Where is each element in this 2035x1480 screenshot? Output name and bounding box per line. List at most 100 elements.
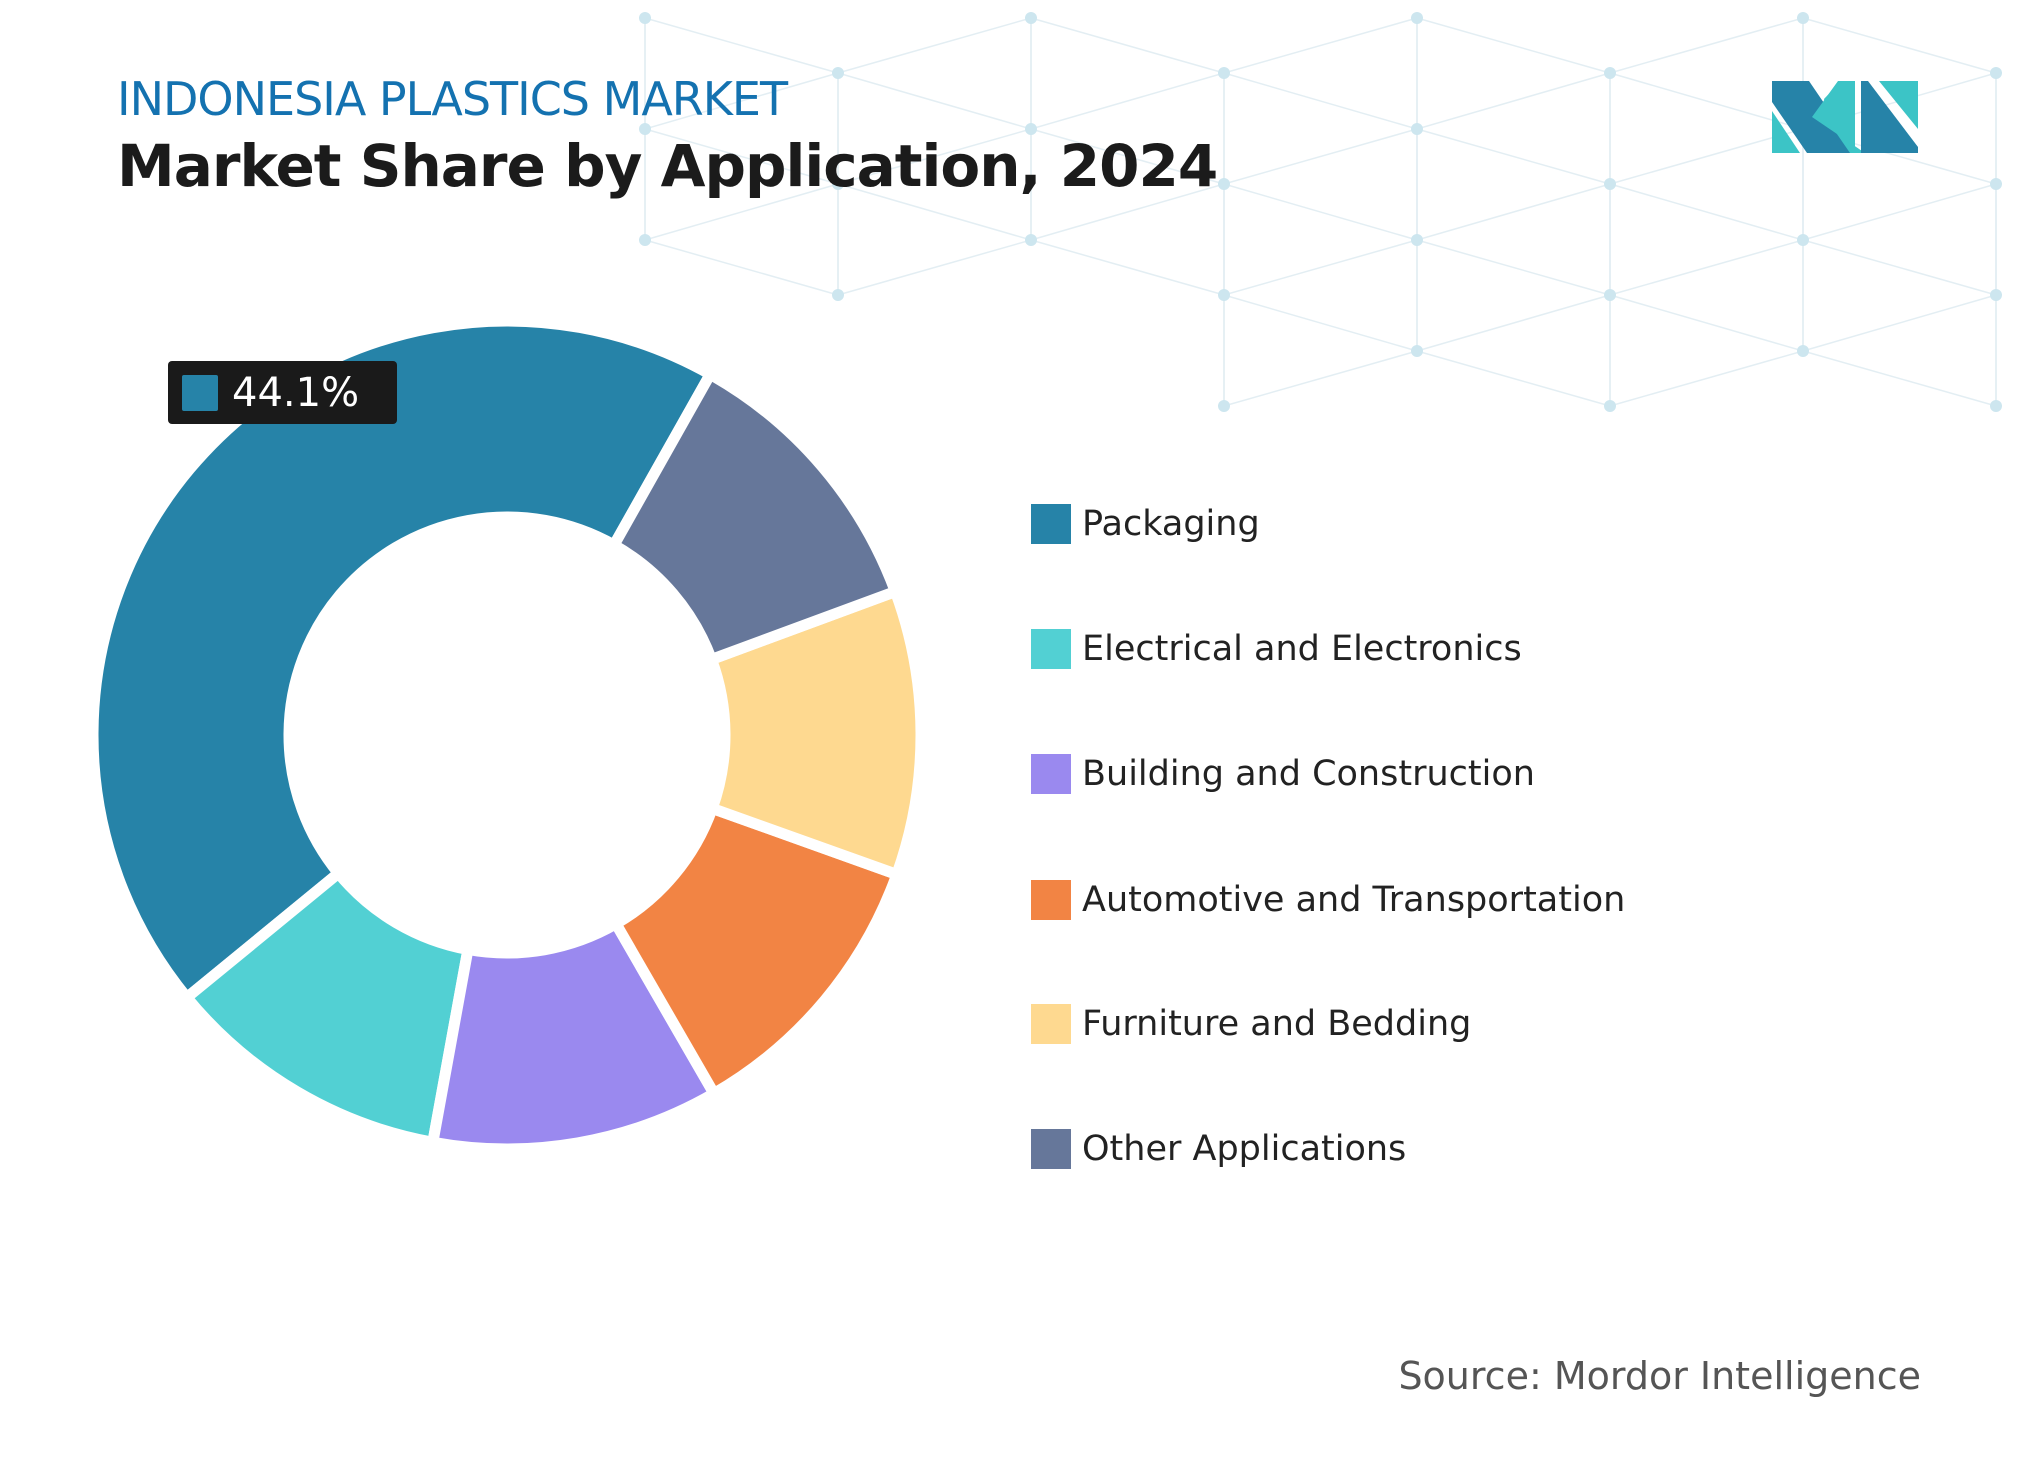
mordor-logo: [1772, 81, 1918, 153]
network-line: [1223, 183, 1418, 241]
network-line: [837, 72, 1032, 130]
network-line: [1223, 72, 1418, 130]
network-line: [644, 17, 839, 74]
network-node: [1411, 234, 1423, 246]
network-line: [644, 72, 839, 130]
donut-slice-automotive-and-transportation[interactable]: [608, 801, 904, 1102]
network-node: [1797, 345, 1809, 357]
network-line: [1223, 17, 1418, 74]
network-node: [1604, 178, 1616, 190]
legend-item[interactable]: Automotive and Transportation: [1031, 880, 1625, 920]
network-node: [1025, 234, 1037, 246]
legend-swatch: [1031, 880, 1071, 920]
network-node: [1411, 123, 1423, 135]
legend-swatch: [1031, 629, 1071, 669]
network-line: [837, 239, 1032, 296]
legend-swatch: [1031, 754, 1071, 794]
network-node: [1218, 400, 1230, 412]
network-node: [639, 12, 651, 24]
network-line: [1609, 17, 1804, 74]
network-node: [1025, 123, 1037, 135]
legend-item[interactable]: Other Applications: [1031, 1129, 1406, 1169]
network-node: [832, 178, 844, 190]
legend-item[interactable]: Electrical and Electronics: [1031, 629, 1522, 669]
network-line: [644, 239, 839, 296]
network-line: [1223, 128, 1418, 185]
network-line: [1030, 128, 1225, 185]
network-line: [1609, 72, 1804, 130]
network-line: [1416, 128, 1611, 185]
network-line: [1030, 183, 1225, 241]
network-line: [1802, 239, 1997, 296]
network-node: [1218, 67, 1230, 79]
network-node: [1797, 234, 1809, 246]
network-line: [837, 183, 1032, 241]
network-line: [1223, 239, 1418, 296]
network-line: [1802, 17, 1997, 74]
network-node: [639, 234, 651, 246]
network-node: [832, 67, 844, 79]
callout-swatch: [182, 374, 218, 411]
legend-label: Other Applications: [1082, 1129, 1407, 1169]
network-line: [1030, 17, 1225, 74]
source-note: Source: Mordor Intelligence: [1398, 1354, 1921, 1398]
network-node: [1604, 289, 1616, 301]
network-node: [1990, 178, 2002, 190]
network-line: [1416, 350, 1611, 407]
legend-label: Automotive and Transportation: [1082, 880, 1626, 920]
legend-label: Packaging: [1082, 504, 1260, 544]
legend-item[interactable]: Furniture and Bedding: [1031, 1004, 1471, 1044]
callout-value: 44.1%: [232, 369, 360, 416]
network-line: [837, 128, 1032, 185]
legend-item[interactable]: Packaging: [1031, 504, 1260, 544]
data-label-packaging: 44.1%: [168, 361, 397, 424]
legend-swatch: [1031, 1004, 1071, 1044]
network-line: [1416, 17, 1611, 74]
network-line: [1609, 128, 1804, 185]
network-line: [1223, 294, 1418, 352]
donut-chart: [87, 315, 927, 1155]
legend-label: Furniture and Bedding: [1082, 1004, 1472, 1044]
network-node: [1411, 12, 1423, 24]
network-line: [1416, 239, 1611, 296]
network-line: [1609, 294, 1804, 352]
legend-swatch: [1031, 1129, 1071, 1169]
network-line: [1802, 294, 1997, 352]
donut-slice-furniture-and-bedding[interactable]: [704, 584, 927, 882]
network-node: [1218, 178, 1230, 190]
chart-title: Market Share by Application, 2024: [117, 132, 1218, 200]
network-node: [1025, 12, 1037, 24]
network-line: [1416, 294, 1611, 352]
network-line: [1802, 350, 1997, 407]
network-line: [1609, 183, 1804, 241]
legend-item[interactable]: Building and Construction: [1031, 754, 1535, 794]
legend-label: Building and Construction: [1082, 754, 1535, 794]
network-line: [1609, 350, 1804, 407]
donut-slice-packaging[interactable]: [87, 315, 718, 1006]
network-node: [1604, 400, 1616, 412]
network-node: [639, 123, 651, 135]
network-line: [1802, 183, 1997, 241]
donut-slice-other-applications[interactable]: [606, 366, 903, 667]
network-node: [1218, 289, 1230, 301]
network-line: [1030, 72, 1225, 130]
legend-swatch: [1031, 504, 1071, 544]
network-node: [1797, 12, 1809, 24]
network-line: [1609, 239, 1804, 296]
network-line: [1416, 183, 1611, 241]
network-line: [1416, 72, 1611, 130]
network-line: [644, 128, 839, 185]
network-node: [1990, 67, 2002, 79]
network-line: [1223, 350, 1418, 407]
network-line: [837, 17, 1032, 74]
chart-subtitle: INDONESIA PLASTICS MARKET: [117, 72, 788, 126]
network-node: [1411, 345, 1423, 357]
network-node: [832, 289, 844, 301]
network-node: [1604, 67, 1616, 79]
network-line: [644, 183, 839, 241]
network-line: [1030, 239, 1225, 296]
donut-slice-electrical-and-electronics[interactable]: [179, 865, 475, 1149]
network-node: [1990, 289, 2002, 301]
network-node: [1990, 400, 2002, 412]
